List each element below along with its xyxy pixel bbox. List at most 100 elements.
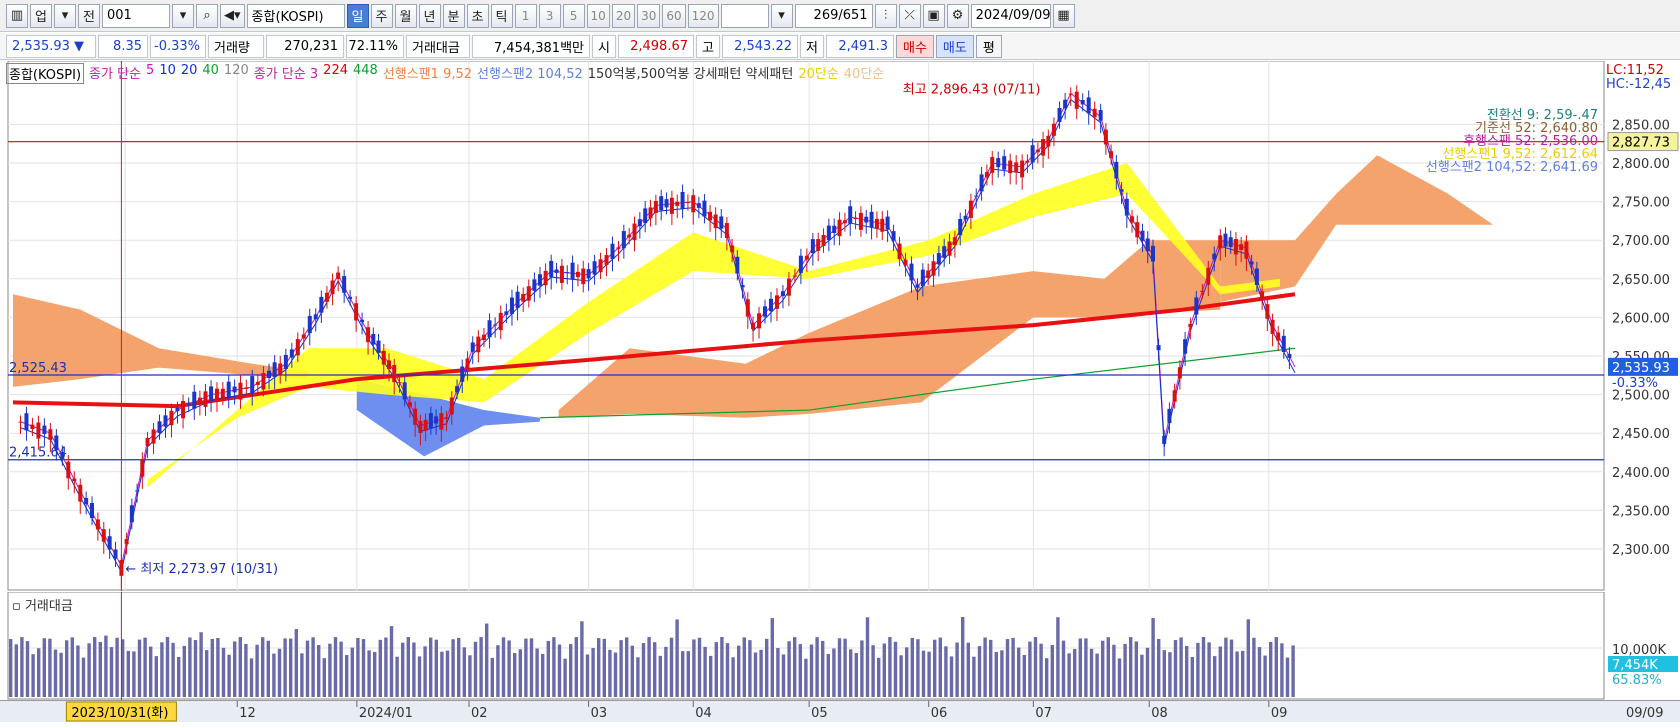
minute-20[interactable]: 20 bbox=[611, 3, 636, 28]
candle-body bbox=[261, 372, 266, 390]
lc-label: LC:11,52 bbox=[1606, 63, 1664, 78]
candle-body bbox=[313, 314, 318, 320]
legend-ma-10[interactable]: 10 bbox=[159, 63, 176, 78]
toolbar: ▥ 업 ▾ 전 001 ▾ ⌕ ◀▾ 종합(KOSPI) 일 주 월 년 분 초… bbox=[0, 0, 1680, 32]
vol-bar bbox=[1067, 653, 1071, 697]
legend-main[interactable]: 종합(KOSPI) bbox=[6, 63, 85, 84]
legend-ma2-label[interactable]: 종가 단순 3 bbox=[253, 67, 319, 82]
candle-body bbox=[60, 452, 65, 459]
vol-bar bbox=[535, 648, 539, 697]
vol-bar bbox=[529, 638, 534, 697]
candle-body bbox=[549, 260, 554, 278]
gear-icon[interactable]: ⚙ bbox=[946, 3, 969, 28]
custom-period-dropdown-icon[interactable]: ▾ bbox=[770, 3, 793, 28]
sell-button[interactable]: 매도 bbox=[935, 34, 974, 58]
legend-span1[interactable]: 선행스팬1 9,52 bbox=[382, 67, 473, 82]
period-week[interactable]: 주 bbox=[370, 3, 393, 28]
candle-body bbox=[255, 381, 260, 385]
market-dropdown-icon[interactable]: ▾ bbox=[54, 3, 76, 28]
high-annotation: 최고 2,896.43 (07/11) bbox=[903, 83, 1041, 98]
candle-body bbox=[826, 225, 831, 241]
price-chart[interactable]: 종합(KOSPI) 종가 단순 5 10 20 40 120 종가 단순 3 2… bbox=[0, 60, 1680, 591]
jeon-button[interactable]: 전 bbox=[78, 3, 100, 28]
candle-body bbox=[804, 255, 809, 260]
candle-body bbox=[1041, 139, 1046, 156]
minute-30[interactable]: 30 bbox=[637, 3, 661, 28]
candle-body bbox=[740, 285, 745, 288]
candle-body bbox=[36, 422, 41, 439]
average-button[interactable]: 평 bbox=[975, 34, 1002, 58]
vol-bar bbox=[373, 651, 377, 697]
vol-bar bbox=[177, 656, 181, 697]
vol-bar bbox=[384, 637, 388, 697]
legend-pattern[interactable]: 150억봉,500억봉 강세패턴 약세패턴 bbox=[587, 67, 794, 82]
candle-body bbox=[832, 225, 837, 234]
candle-body bbox=[610, 243, 615, 260]
vol-bar bbox=[311, 637, 315, 697]
period-year[interactable]: 년 bbox=[418, 3, 441, 28]
candle-body bbox=[963, 215, 968, 220]
vol-bar bbox=[585, 654, 590, 697]
legend-ma-448[interactable]: 448 bbox=[353, 63, 378, 78]
buy-button[interactable]: 매수 bbox=[896, 34, 934, 58]
legend-ma-20[interactable]: 20 bbox=[180, 63, 198, 78]
candle-body bbox=[616, 247, 621, 249]
date-field[interactable]: 2024/09/09 bbox=[970, 3, 1051, 28]
period-tick[interactable]: 틱 bbox=[490, 3, 513, 28]
vol-bar bbox=[938, 637, 942, 697]
legend-ma-224[interactable]: 224 bbox=[323, 63, 348, 78]
period-minute[interactable]: 분 bbox=[442, 3, 465, 28]
legend-ma-5[interactable]: 5 bbox=[146, 63, 155, 78]
legend-ma-label[interactable]: 종가 단순 bbox=[89, 67, 142, 82]
candle-body bbox=[786, 278, 791, 296]
minute-3[interactable]: 3 bbox=[538, 3, 561, 28]
vol-bar bbox=[9, 639, 13, 697]
vol-bar bbox=[149, 646, 153, 697]
speaker-icon[interactable]: ◀▾ bbox=[220, 3, 245, 28]
vol-bar bbox=[378, 639, 382, 697]
search-icon[interactable]: ⌕ bbox=[196, 3, 218, 28]
vol-bar bbox=[972, 656, 976, 697]
code-dropdown-icon[interactable]: ▾ bbox=[172, 3, 194, 28]
vol-bar bbox=[468, 655, 472, 697]
legend-ma-40[interactable]: 40 bbox=[202, 63, 219, 78]
vol-bar bbox=[871, 645, 875, 697]
low-value: 2,491.3 bbox=[826, 34, 894, 58]
minute-1[interactable]: 1 bbox=[514, 3, 537, 28]
candle-body bbox=[232, 386, 237, 393]
vol-bar bbox=[877, 657, 881, 697]
hline-2-label: 2,415.64 bbox=[9, 446, 67, 461]
candle-body bbox=[885, 216, 890, 230]
index-name-field[interactable]: 종합(KOSPI) bbox=[246, 3, 345, 28]
period-month[interactable]: 월 bbox=[394, 3, 417, 28]
volume-panel[interactable]: ▫ 거래대금 10,000K 7,454K 65.83% bbox=[0, 591, 1680, 700]
candle-body bbox=[952, 237, 957, 246]
period-day[interactable]: 일 bbox=[346, 3, 369, 28]
change-value: 8.35 bbox=[98, 34, 148, 58]
quote-bar: 2,535.93 ▼ 8.35 -0.33% 거래량 270,231 72.11… bbox=[0, 33, 1680, 60]
layout-icon[interactable]: ▥ bbox=[6, 3, 28, 28]
y-tick-label: 2,700.00 bbox=[1612, 234, 1670, 249]
legend-ma-120[interactable]: 120 bbox=[223, 63, 249, 78]
candle-body bbox=[659, 196, 664, 211]
legend-20[interactable]: 20단순 bbox=[798, 67, 839, 82]
code-input[interactable]: 001 bbox=[102, 3, 170, 28]
minute-120[interactable]: 120 bbox=[687, 3, 719, 28]
custom-period-input[interactable] bbox=[720, 3, 769, 28]
candle-icon[interactable]: ⫶ bbox=[874, 3, 897, 28]
minute-60[interactable]: 60 bbox=[662, 3, 686, 28]
candle-body bbox=[996, 158, 1001, 168]
legend-span2[interactable]: 선행스팬2 104,52 bbox=[477, 67, 583, 82]
calendar-icon[interactable]: ▦ bbox=[1052, 3, 1075, 28]
period-second[interactable]: 초 bbox=[466, 3, 489, 28]
tag-price-text: 2,827.73 bbox=[1612, 136, 1670, 151]
minute-5[interactable]: 5 bbox=[562, 3, 585, 28]
count-field[interactable]: 269/651 bbox=[794, 3, 873, 28]
save-icon[interactable]: ▣ bbox=[922, 3, 945, 28]
legend-40[interactable]: 40단순 bbox=[843, 67, 885, 82]
market-select[interactable]: 업 bbox=[30, 3, 52, 28]
minute-10[interactable]: 10 bbox=[586, 3, 610, 28]
line-tool-icon[interactable]: ⤫ bbox=[898, 3, 921, 28]
tag-price-box bbox=[1607, 132, 1679, 152]
candle-body bbox=[129, 505, 134, 523]
